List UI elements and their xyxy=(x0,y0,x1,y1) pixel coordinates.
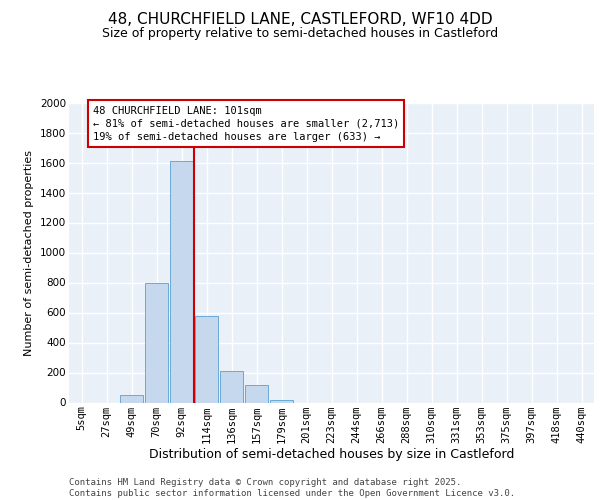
Bar xyxy=(194,316,218,402)
Bar xyxy=(269,400,293,402)
Bar xyxy=(220,371,244,402)
Text: Contains HM Land Registry data © Crown copyright and database right 2025.
Contai: Contains HM Land Registry data © Crown c… xyxy=(69,478,515,498)
Text: 48 CHURCHFIELD LANE: 101sqm
← 81% of semi-detached houses are smaller (2,713)
19: 48 CHURCHFIELD LANE: 101sqm ← 81% of sem… xyxy=(93,106,399,142)
X-axis label: Distribution of semi-detached houses by size in Castleford: Distribution of semi-detached houses by … xyxy=(149,448,514,462)
Y-axis label: Number of semi-detached properties: Number of semi-detached properties xyxy=(25,150,34,356)
Bar xyxy=(170,161,193,402)
Text: 48, CHURCHFIELD LANE, CASTLEFORD, WF10 4DD: 48, CHURCHFIELD LANE, CASTLEFORD, WF10 4… xyxy=(107,12,493,28)
Bar xyxy=(145,282,169,403)
Bar xyxy=(119,395,143,402)
Bar xyxy=(245,385,268,402)
Text: Size of property relative to semi-detached houses in Castleford: Size of property relative to semi-detach… xyxy=(102,28,498,40)
